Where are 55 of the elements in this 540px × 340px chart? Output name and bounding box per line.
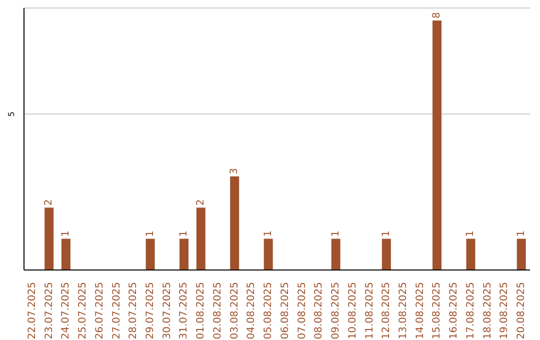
bar — [180, 238, 189, 270]
x-tick-label: 22.07.2025 — [26, 282, 38, 340]
data-label: 1 — [465, 230, 476, 237]
x-tick-label: 11.08.2025 — [364, 282, 376, 340]
x-tick-label: 28.07.2025 — [128, 282, 140, 340]
x-tick-label: 06.08.2025 — [280, 282, 291, 340]
data-label: 8 — [432, 12, 443, 18]
data-label: 1 — [60, 230, 72, 237]
x-tick-label: 23.07.2025 — [44, 282, 55, 340]
bar — [196, 208, 206, 270]
x-tick-label: 20.08.2025 — [516, 282, 528, 340]
x-tick-label: 05.08.2025 — [263, 282, 274, 340]
x-tick-label: 09.08.2025 — [330, 282, 342, 340]
x-tick-label: 02.08.2025 — [212, 282, 224, 340]
x-tick-label: 29.07.2025 — [145, 282, 156, 340]
data-label: 2 — [44, 199, 55, 206]
bar — [331, 238, 340, 270]
bar — [264, 238, 273, 270]
data-label: 2 — [195, 199, 206, 206]
x-tick-label: 14.08.2025 — [414, 282, 426, 340]
data-label: 1 — [380, 230, 392, 237]
bar — [516, 238, 526, 270]
data-label: 1 — [262, 230, 274, 237]
x-tick-label: 17.08.2025 — [465, 282, 476, 340]
bar — [44, 208, 54, 270]
x-tick-label: 18.08.2025 — [482, 282, 494, 340]
x-tick-label: 30.07.2025 — [162, 282, 173, 340]
x-tick-label: 08.08.2025 — [314, 282, 325, 340]
y-tick-label: 5 — [7, 112, 16, 117]
x-tick-label: 25.07.2025 — [78, 282, 89, 340]
x-tick-label: 31.07.2025 — [178, 282, 190, 340]
x-tick-label: 15.08.2025 — [432, 282, 443, 340]
x-tick-label: 24.07.2025 — [60, 282, 72, 340]
data-label: 1 — [330, 230, 342, 237]
x-tick-label: 27.07.2025 — [111, 282, 122, 340]
x-tick-label: 19.08.2025 — [499, 282, 510, 340]
x-tick-label: 12.08.2025 — [381, 282, 392, 340]
bar — [466, 238, 476, 270]
x-tick-label: 10.08.2025 — [347, 282, 358, 340]
data-label: 1 — [516, 230, 527, 237]
data-label: 1 — [144, 230, 156, 237]
bar — [382, 238, 391, 270]
bar — [432, 20, 442, 270]
x-tick-label: 16.08.2025 — [448, 282, 460, 340]
x-tick-label: 04.08.2025 — [246, 282, 258, 340]
bar — [61, 238, 70, 270]
bar — [230, 176, 240, 270]
x-tick-label: 07.08.2025 — [296, 282, 308, 340]
x-tick-label: 01.08.2025 — [196, 282, 207, 340]
x-tick-label: 13.08.2025 — [398, 282, 409, 340]
data-label: 3 — [229, 168, 240, 174]
x-tick-label: 03.08.2025 — [229, 282, 240, 340]
data-label: 1 — [178, 230, 190, 237]
x-tick-label: 26.07.2025 — [94, 282, 106, 340]
bar — [146, 238, 155, 270]
